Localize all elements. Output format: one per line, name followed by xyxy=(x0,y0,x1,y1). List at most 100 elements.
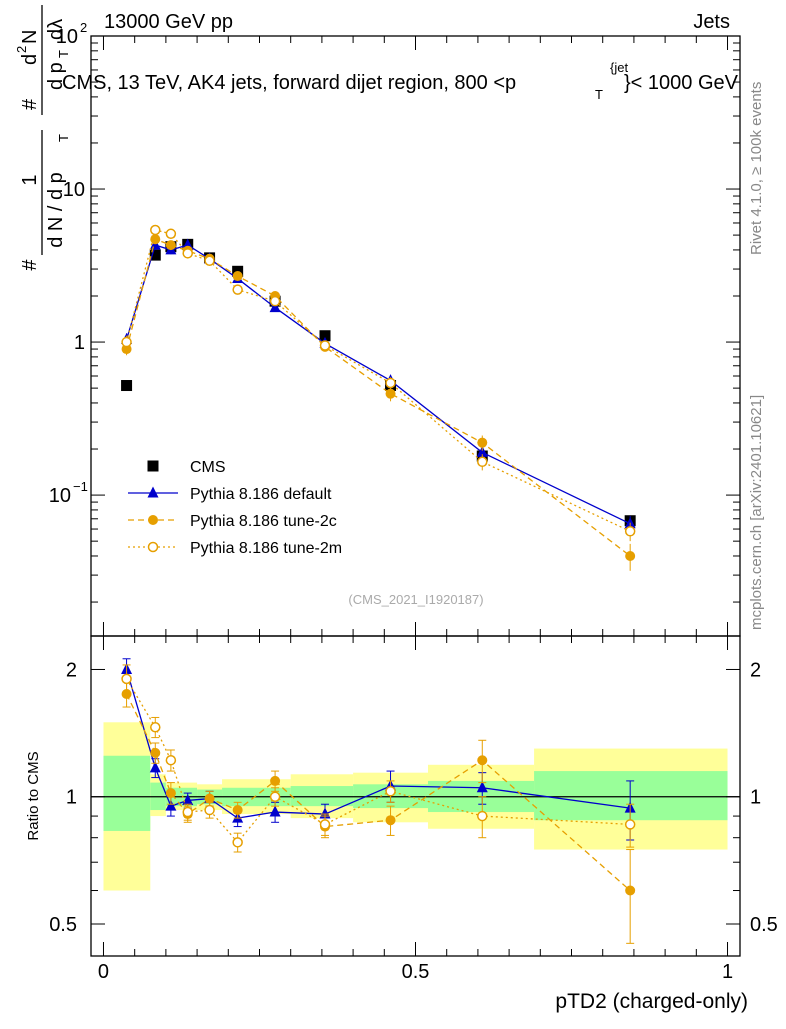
main-point-3 xyxy=(319,340,331,351)
main-series xyxy=(121,224,636,571)
main-point-3 xyxy=(182,248,193,259)
main-point-0 xyxy=(149,249,161,261)
legend-marker-2 xyxy=(148,515,158,525)
main-ytick-label: 10 xyxy=(49,485,71,507)
main-point-3 xyxy=(204,255,215,266)
ratio-xtick-label: 0.5 xyxy=(402,961,430,983)
header-left: 13000 GeV pp xyxy=(104,11,233,33)
ratio-point-1 xyxy=(625,885,636,896)
ylabel-den2: d p xyxy=(45,62,67,90)
ratio-point-2 xyxy=(121,673,132,685)
ratio-point-2 xyxy=(624,819,636,830)
main-point-2 xyxy=(477,437,488,448)
legend-marker-1 xyxy=(147,486,159,498)
main-point-2 xyxy=(625,550,636,561)
main-point-2 xyxy=(165,240,176,251)
ratio-ytick-label: 2 xyxy=(66,659,77,681)
ratio-point-0 xyxy=(149,761,161,773)
main-point-3 xyxy=(150,224,161,236)
main-ytick-label: 10 xyxy=(56,26,78,48)
ratio-point-1 xyxy=(385,815,396,826)
ratio-ytick-label: 1 xyxy=(66,787,77,809)
ratio-point-0 xyxy=(269,805,281,817)
ratio-ytick-label-right: 1 xyxy=(750,787,761,809)
ratio-point-2 xyxy=(204,804,215,816)
legend-label-cms: CMS xyxy=(190,459,226,476)
ratio-point-1 xyxy=(270,775,281,786)
main-point-3 xyxy=(385,377,396,389)
ratio-ytick-label: 0.5 xyxy=(49,914,77,936)
legend-label-default: Pythia 8.186 default xyxy=(190,486,332,503)
main-ytick-label: 10 xyxy=(63,179,85,201)
main-ytick-label: 1 xyxy=(74,332,85,354)
title-sup: {jet xyxy=(610,60,628,75)
ylabel-hash1: # xyxy=(19,259,41,271)
rivet-label: Rivet 4.1.0, ≥ 100k events xyxy=(748,82,765,255)
watermark: (CMS_2021_I1920187) xyxy=(348,592,483,607)
legend-label-tune2m: Pythia 8.186 tune-2m xyxy=(190,540,342,557)
ratio-axes: 0.5 0.5 1 1 2 2 0 0.5 1 xyxy=(49,636,778,983)
main-title: CMS, 13 TeV, AK4 jets, forward dijet reg… xyxy=(62,60,739,102)
mcplots-label: mcplots.cern.ch [arXiv:2401.10621] xyxy=(748,395,765,630)
ratio-point-1 xyxy=(150,747,161,758)
ylabel-num-d: d xyxy=(19,54,41,65)
title-sub: T xyxy=(595,87,603,102)
ratio-ytick-label-right: 2 xyxy=(750,659,761,681)
ratio-ytick-label-right: 0.5 xyxy=(750,914,778,936)
ratio-xtick-label: 1 xyxy=(722,961,733,983)
ratio-band-green xyxy=(534,771,728,821)
ylabel-hash2: # xyxy=(19,98,41,110)
legend-marker-0 xyxy=(147,460,159,472)
main-point-3 xyxy=(121,336,132,348)
main-point-3 xyxy=(269,295,281,307)
ylabel-den: d N / d p xyxy=(45,172,67,248)
ratio-point-1 xyxy=(165,788,176,799)
ratio-xlabel: pTD2 (charged-only) xyxy=(555,990,748,1013)
ratio-point-1 xyxy=(204,793,215,804)
ratio-bands xyxy=(103,722,728,891)
title-main: CMS, 13 TeV, AK4 jets, forward dijet reg… xyxy=(62,72,516,94)
ylabel-num-n: N xyxy=(19,30,41,44)
ratio-point-2 xyxy=(319,819,331,830)
main-point-3 xyxy=(624,526,636,537)
main-ytick-exp: 2 xyxy=(80,20,87,35)
ratio-series xyxy=(121,658,636,944)
ratio-point-1 xyxy=(232,805,243,816)
ratio-point-2 xyxy=(477,810,488,822)
ratio-point-0 xyxy=(476,781,488,793)
ylabel-num-sup: 2 xyxy=(14,46,29,53)
ratio-frame xyxy=(90,635,741,957)
header-right: Jets xyxy=(693,11,730,33)
main-point-1 xyxy=(476,445,488,457)
ratio-point-2 xyxy=(150,722,161,733)
main-point-0 xyxy=(319,330,331,342)
main-frame xyxy=(90,35,741,637)
ylabel-den-sub: T xyxy=(56,134,71,142)
ratio-point-2 xyxy=(385,786,396,797)
main-point-3 xyxy=(477,456,488,468)
main-point-0 xyxy=(121,380,133,392)
ratio-point-2 xyxy=(165,754,177,766)
legend-label-tune2c: Pythia 8.186 tune-2c xyxy=(190,513,337,530)
main-ytick-exp: −1 xyxy=(73,479,88,494)
main-point-3 xyxy=(165,228,177,240)
legend-marker-3 xyxy=(147,541,159,553)
main-point-2 xyxy=(232,271,243,282)
main-point-2 xyxy=(150,234,161,245)
title-tail: }< 1000 GeV xyxy=(624,72,739,94)
ylabel-den2-sub: T xyxy=(56,50,71,58)
ratio-point-2 xyxy=(269,791,281,802)
ratio-xtick-label: 0 xyxy=(98,961,109,983)
legend: CMS Pythia 8.186 default Pythia 8.186 tu… xyxy=(128,459,342,557)
main-point-3 xyxy=(232,284,243,295)
main-point-2 xyxy=(385,388,396,399)
ratio-point-1 xyxy=(477,755,488,766)
ratio-point-0 xyxy=(165,799,177,811)
ratio-point-2 xyxy=(232,837,243,848)
ylabel-one: 1 xyxy=(19,174,41,185)
main-line-2 xyxy=(125,238,631,557)
main-ylabel: # 1 d N / d p T # d p T dλ d 2 N xyxy=(14,5,71,271)
